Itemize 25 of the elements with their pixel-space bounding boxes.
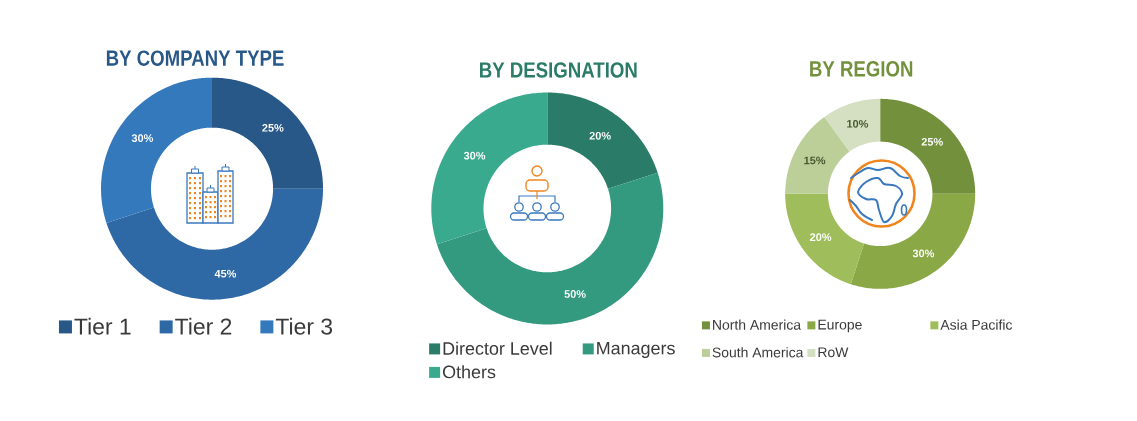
- legend-label: Tier 2: [175, 317, 232, 335]
- legend-label: Director Level: [443, 341, 552, 355]
- data-label: 30%: [912, 249, 935, 258]
- data-label: 45%: [214, 269, 237, 278]
- data-label: 50%: [564, 290, 586, 298]
- legend-label: Managers: [597, 342, 675, 359]
- legend-label: Tier 3: [275, 317, 333, 335]
- legend-label: South America: [712, 347, 804, 358]
- data-label: 25%: [262, 123, 284, 132]
- data-label: 30%: [463, 151, 486, 160]
- data-label: 25%: [921, 137, 943, 146]
- data-label: 15%: [804, 156, 826, 165]
- legend-label: Others: [442, 365, 496, 379]
- legend-label: Tier 1: [74, 317, 131, 335]
- chart-title: BY COMPANY TYPE: [106, 50, 284, 66]
- data-label: 20%: [589, 131, 611, 140]
- legend-label: Asia Pacific: [940, 319, 1013, 330]
- chart-title: BY DESIGNATION: [480, 62, 637, 78]
- data-label: 20%: [810, 233, 832, 242]
- legend-label: Europe: [818, 319, 862, 333]
- legend-label: North America: [713, 319, 802, 330]
- chart-title: BY REGION: [810, 61, 913, 77]
- data-label: 10%: [847, 119, 869, 128]
- data-label: 30%: [131, 134, 154, 143]
- legend-label: RoW: [818, 347, 849, 358]
